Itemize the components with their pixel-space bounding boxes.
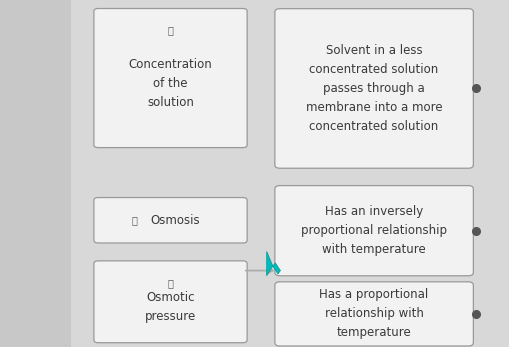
- Text: Has a proportional
relationship with
temperature: Has a proportional relationship with tem…: [320, 288, 429, 339]
- FancyBboxPatch shape: [94, 261, 247, 343]
- Text: Concentration
of the
solution: Concentration of the solution: [129, 58, 212, 109]
- Text: Osmotic
pressure: Osmotic pressure: [145, 291, 196, 323]
- FancyBboxPatch shape: [94, 8, 247, 147]
- Text: ⠿: ⠿: [167, 278, 174, 288]
- Text: ⠿: ⠿: [132, 215, 138, 225]
- Text: Has an inversely
proportional relationship
with temperature: Has an inversely proportional relationsh…: [301, 205, 447, 256]
- Polygon shape: [267, 252, 280, 276]
- FancyBboxPatch shape: [0, 0, 71, 347]
- FancyBboxPatch shape: [275, 282, 473, 346]
- FancyBboxPatch shape: [275, 186, 473, 276]
- FancyBboxPatch shape: [94, 197, 247, 243]
- Text: Solvent in a less
concentrated solution
passes through a
membrane into a more
co: Solvent in a less concentrated solution …: [306, 44, 442, 133]
- FancyBboxPatch shape: [275, 9, 473, 168]
- Text: ⠿: ⠿: [167, 25, 174, 35]
- Text: Osmosis: Osmosis: [151, 214, 201, 227]
